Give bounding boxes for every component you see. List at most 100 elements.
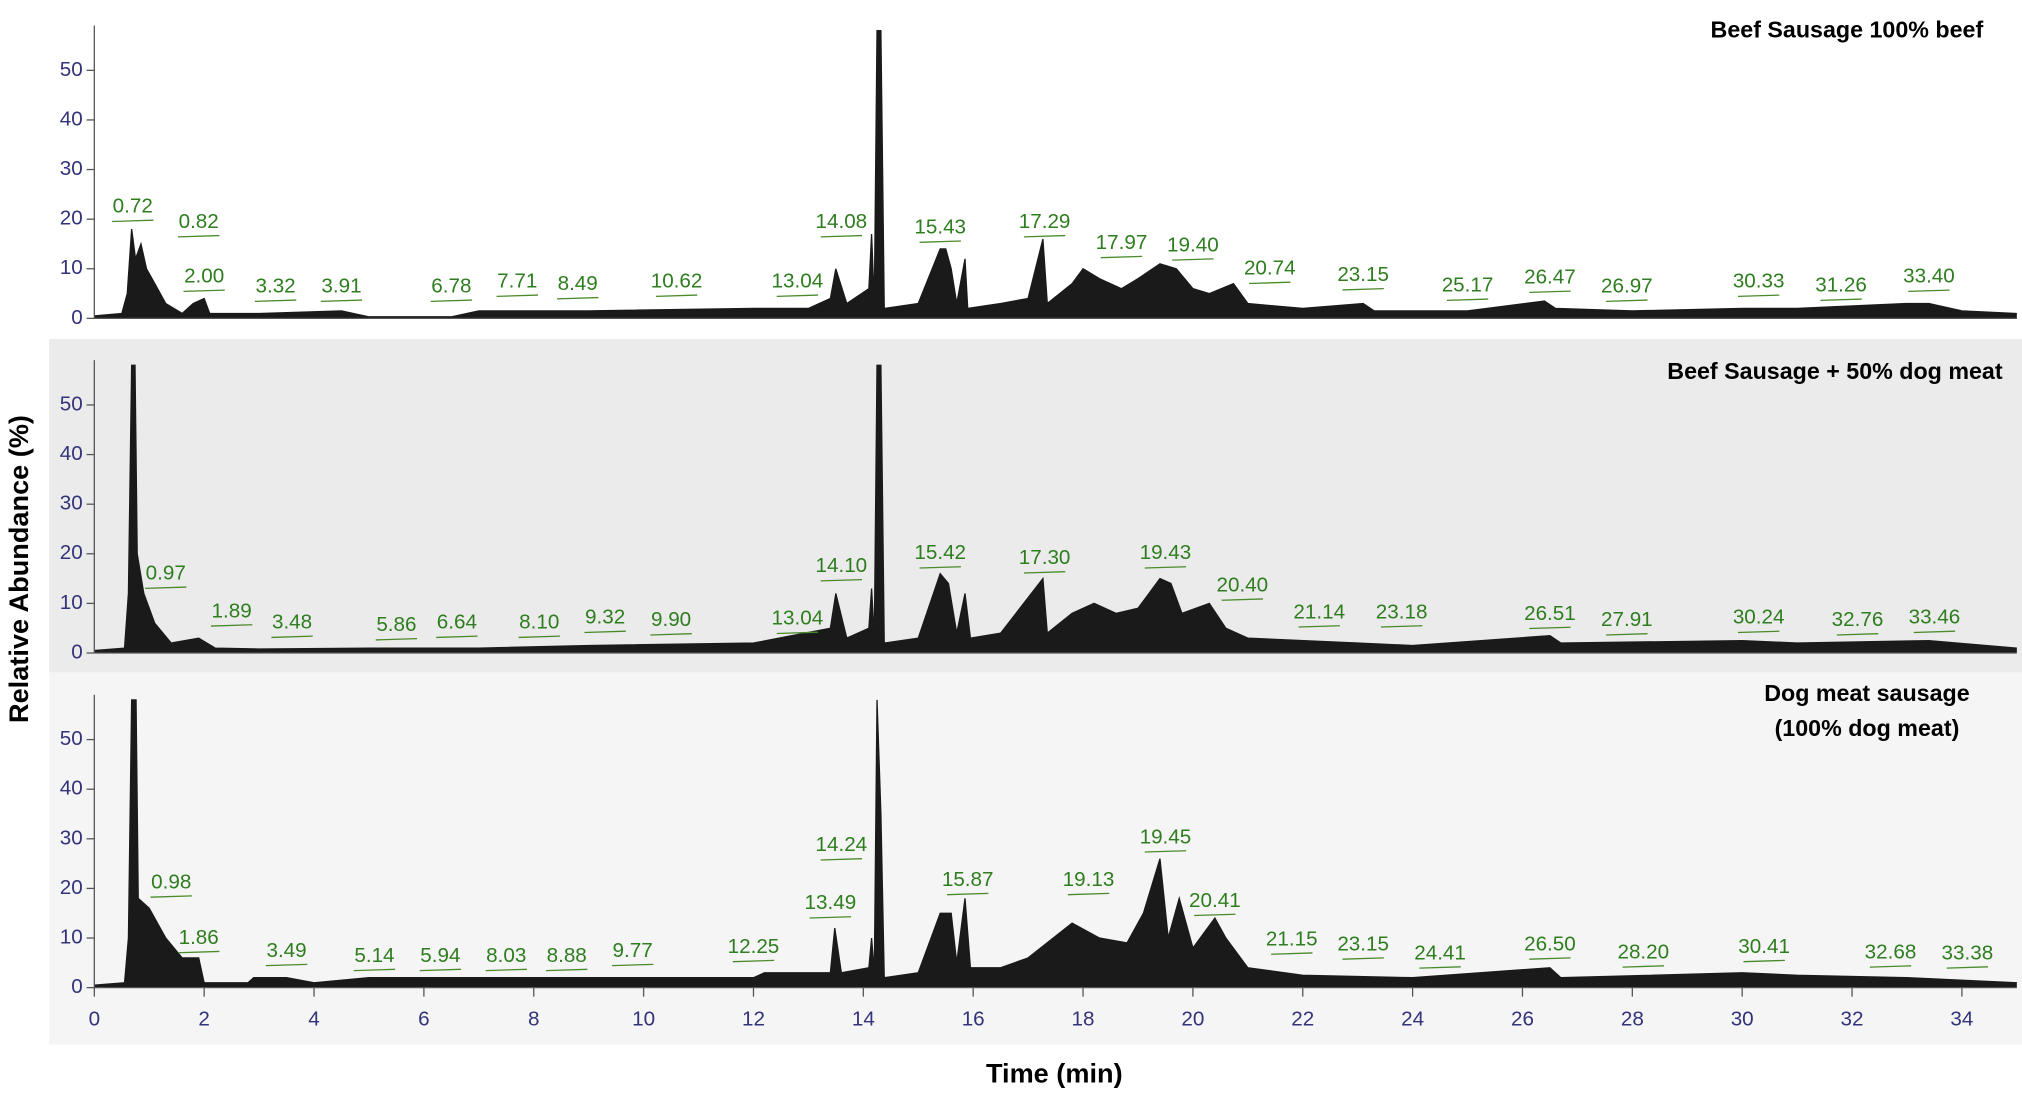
peak-label: 13.04 bbox=[772, 607, 824, 630]
peak-label: 26.50 bbox=[1524, 932, 1576, 955]
peak-label: 26.47 bbox=[1524, 266, 1576, 289]
y-tick-label: 50 bbox=[60, 58, 83, 81]
peak-label: 9.32 bbox=[585, 606, 625, 629]
peak-leader bbox=[1908, 289, 1950, 293]
peak-label: 17.97 bbox=[1096, 231, 1148, 254]
peak-label: 30.41 bbox=[1738, 935, 1790, 958]
x-tick-label: 24 bbox=[1401, 1007, 1424, 1030]
peak-label: 23.15 bbox=[1337, 263, 1389, 286]
peak-leader bbox=[419, 968, 462, 972]
peak-leader bbox=[1342, 957, 1384, 960]
peak-leader bbox=[650, 633, 692, 636]
y-tick-label: 10 bbox=[60, 256, 83, 279]
peak-label: 33.46 bbox=[1909, 606, 1961, 629]
peak-leader bbox=[1820, 298, 1862, 301]
peak-leader bbox=[776, 631, 819, 635]
peak-label: 19.13 bbox=[1063, 868, 1115, 891]
peak-leader bbox=[436, 635, 478, 639]
peak-leader bbox=[1913, 630, 1956, 634]
peak-label: 0.97 bbox=[146, 562, 186, 585]
x-tick-label: 22 bbox=[1291, 1007, 1314, 1030]
trace-fill bbox=[94, 30, 2017, 319]
panel-title: Beef Sausage 100% beef bbox=[1711, 17, 1984, 43]
peak-label: 3.49 bbox=[266, 939, 306, 962]
y-tick-label: 0 bbox=[71, 640, 83, 663]
peak-leader bbox=[1529, 957, 1571, 960]
peak-label: 14.24 bbox=[815, 833, 867, 856]
y-tick-label: 0 bbox=[71, 975, 83, 998]
x-axis-label: Time (min) bbox=[986, 1058, 1123, 1089]
x-tick-label: 32 bbox=[1841, 1007, 1864, 1030]
peak-label: 20.74 bbox=[1244, 257, 1296, 280]
peak-label: 12.25 bbox=[728, 935, 780, 958]
x-tick-label: 16 bbox=[962, 1007, 985, 1030]
peak-label: 3.32 bbox=[255, 275, 295, 298]
peak-label: 1.89 bbox=[212, 599, 252, 622]
peak-leader bbox=[611, 963, 654, 967]
peak-label: 17.29 bbox=[1019, 210, 1071, 233]
trace-line bbox=[94, 699, 2017, 986]
panel-title: Beef Sausage + 50% dog meat bbox=[1667, 358, 2003, 384]
peak-label: 15.43 bbox=[914, 216, 966, 239]
peak-leader bbox=[1271, 952, 1313, 955]
y-tick-label: 20 bbox=[60, 207, 83, 230]
peak-leader bbox=[1529, 626, 1571, 630]
peak-label: 27.91 bbox=[1601, 608, 1653, 631]
y-tick-label: 40 bbox=[60, 107, 83, 130]
peak-label: 13.04 bbox=[772, 270, 824, 293]
peak-label: 2.00 bbox=[184, 265, 224, 288]
peak-label: 23.18 bbox=[1376, 600, 1428, 623]
x-tick-label: 6 bbox=[418, 1007, 430, 1030]
peak-label: 0.98 bbox=[151, 870, 191, 893]
peak-leader bbox=[1249, 281, 1291, 285]
peak-leader bbox=[1737, 630, 1780, 634]
peak-label: 14.10 bbox=[815, 554, 867, 577]
peak-leader bbox=[546, 968, 588, 972]
peak-leader bbox=[1606, 299, 1648, 302]
peak-leader bbox=[1221, 598, 1264, 601]
peak-leader bbox=[320, 299, 363, 302]
peak-leader bbox=[1172, 258, 1214, 261]
x-tick-label: 18 bbox=[1072, 1007, 1095, 1030]
peak-label: 30.33 bbox=[1733, 270, 1785, 293]
peak-leader bbox=[1622, 965, 1665, 968]
x-tick-label: 20 bbox=[1181, 1007, 1204, 1030]
peak-leader bbox=[265, 963, 308, 967]
y-tick-label: 0 bbox=[71, 306, 83, 329]
peak-label: 1.86 bbox=[179, 926, 219, 949]
peak-leader bbox=[1067, 892, 1110, 896]
x-tick-label: 4 bbox=[308, 1007, 320, 1030]
peak-leader bbox=[1606, 633, 1648, 636]
y-tick-label: 10 bbox=[60, 591, 83, 614]
y-tick-label: 30 bbox=[60, 826, 83, 849]
peak-leader bbox=[150, 895, 192, 898]
peak-leader bbox=[375, 637, 418, 641]
peak-leader bbox=[820, 578, 863, 582]
peak-label: 26.51 bbox=[1524, 602, 1576, 625]
x-tick-label: 2 bbox=[198, 1007, 209, 1030]
peak-leader bbox=[177, 950, 220, 954]
peak-leader bbox=[1946, 966, 1989, 969]
peak-leader bbox=[655, 294, 698, 298]
x-tick-label: 28 bbox=[1621, 1007, 1644, 1030]
peak-leader bbox=[584, 630, 626, 634]
peak-label: 19.43 bbox=[1140, 541, 1192, 564]
y-tick-label: 30 bbox=[60, 492, 83, 515]
peak-leader bbox=[112, 219, 154, 223]
peak-label: 3.48 bbox=[272, 611, 312, 634]
trace-line bbox=[94, 29, 2017, 318]
peak-label: 5.94 bbox=[420, 944, 460, 967]
y-tick-label: 20 bbox=[60, 541, 83, 564]
peak-leader bbox=[1144, 850, 1187, 853]
peak-leader bbox=[1737, 294, 1780, 298]
x-tick-label: 30 bbox=[1731, 1007, 1754, 1030]
peak-label: 33.40 bbox=[1903, 265, 1955, 288]
peak-leader bbox=[820, 234, 863, 238]
peak-label: 23.15 bbox=[1337, 932, 1389, 955]
peak-label: 14.08 bbox=[815, 210, 867, 233]
peak-leader bbox=[271, 635, 313, 639]
peak-label: 33.38 bbox=[1942, 941, 1994, 964]
x-tick-label: 12 bbox=[742, 1007, 765, 1030]
x-tick-label: 14 bbox=[852, 1007, 875, 1030]
